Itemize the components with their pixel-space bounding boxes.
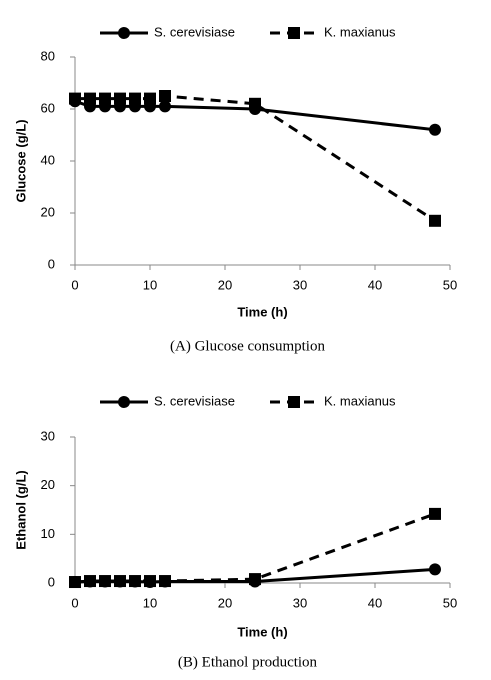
y-axis-label: Glucose (g/L) (13, 119, 28, 202)
x-tick-label: 40 (368, 595, 382, 610)
legend-label: K. maxianus (324, 393, 396, 408)
marker (159, 575, 171, 588)
caption: (B) Ethanol production (178, 654, 318, 670)
marker (144, 92, 156, 105)
legend-label: S. cerevisiase (154, 24, 235, 39)
legend-marker (288, 396, 300, 408)
x-axis-label: Time (h) (237, 304, 287, 319)
marker (249, 97, 261, 110)
x-tick-label: 0 (71, 277, 78, 292)
x-tick-label: 40 (368, 277, 382, 292)
marker (249, 573, 261, 586)
legend-label: K. maxianus (324, 24, 396, 39)
y-axis-label: Ethanol (g/L) (13, 470, 28, 549)
x-tick-label: 10 (143, 595, 157, 610)
y-tick-label: 80 (41, 48, 55, 63)
y-tick-label: 0 (48, 574, 55, 589)
y-tick-label: 20 (41, 477, 55, 492)
x-tick-label: 20 (218, 277, 232, 292)
y-tick-label: 20 (41, 204, 55, 219)
legend-marker (118, 396, 130, 408)
caption: (A) Glucose consumption (170, 338, 325, 354)
x-tick-label: 10 (143, 277, 157, 292)
marker (159, 100, 171, 113)
x-tick-label: 50 (443, 595, 457, 610)
y-tick-label: 60 (41, 100, 55, 115)
marker (69, 576, 81, 589)
marker (429, 563, 441, 576)
x-tick-label: 30 (293, 277, 307, 292)
marker (429, 123, 441, 136)
y-tick-label: 10 (41, 526, 55, 541)
x-tick-label: 50 (443, 277, 457, 292)
marker (114, 92, 126, 105)
x-tick-label: 20 (218, 595, 232, 610)
marker (129, 575, 141, 588)
legend-label: S. cerevisiase (154, 393, 235, 408)
marker (99, 92, 111, 105)
y-tick-label: 40 (41, 152, 55, 167)
marker (429, 214, 441, 227)
x-axis-label: Time (h) (237, 624, 287, 639)
marker (69, 92, 81, 105)
y-tick-label: 0 (48, 256, 55, 271)
legend-marker (288, 27, 300, 39)
marker (144, 575, 156, 588)
x-tick-label: 0 (71, 595, 78, 610)
marker (429, 507, 441, 520)
marker (129, 92, 141, 105)
x-tick-label: 30 (293, 595, 307, 610)
marker (159, 90, 171, 102)
marker (99, 575, 111, 588)
marker (114, 575, 126, 588)
marker (84, 575, 96, 588)
y-tick-label: 30 (41, 428, 55, 443)
legend-marker (118, 27, 130, 39)
marker (84, 92, 96, 105)
